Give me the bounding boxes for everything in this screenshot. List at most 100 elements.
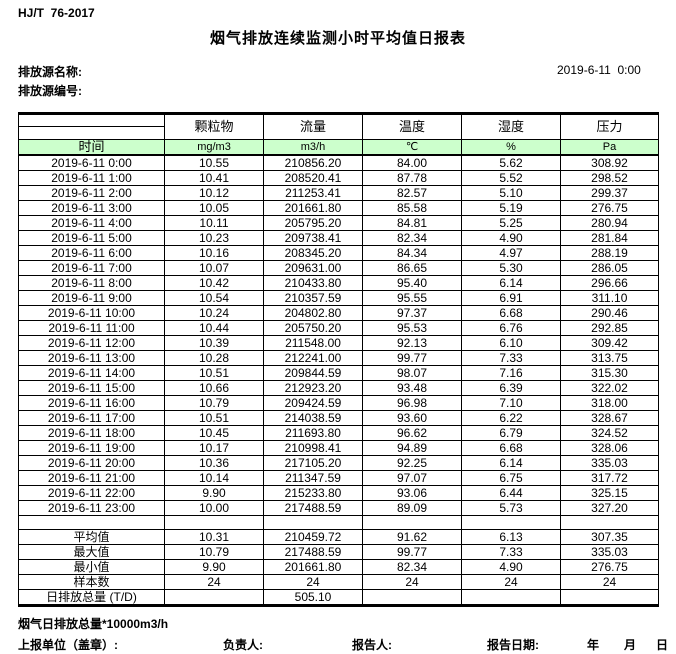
time-cell: 2019-6-11 3:00	[18, 200, 165, 216]
header-row-pollutants: 颗粒物 流量 温度 湿度 压力	[18, 112, 659, 140]
value-cell: 210459.72	[263, 529, 363, 545]
value-cell: 211347.59	[263, 470, 363, 486]
unit-cell-temperature: ℃	[362, 139, 462, 156]
value-cell: 10.79	[164, 544, 264, 560]
value-cell: 10.00	[164, 500, 264, 516]
value-cell	[362, 589, 462, 607]
summary-label-cell: 日排放总量 (T/D)	[18, 589, 165, 607]
value-cell: 10.05	[164, 200, 264, 216]
value-cell: 313.75	[560, 350, 659, 366]
summary-label-cell: 平均值	[18, 529, 165, 545]
summary-label-cell: 最大值	[18, 544, 165, 560]
value-cell: 97.37	[362, 305, 462, 321]
value-cell: 280.94	[560, 215, 659, 231]
value-cell: 89.09	[362, 500, 462, 516]
value-cell: 211548.00	[263, 335, 363, 351]
value-cell: 10.79	[164, 395, 264, 411]
value-cell: 10.11	[164, 215, 264, 231]
value-cell: 94.89	[362, 440, 462, 456]
time-cell: 2019-6-11 8:00	[18, 275, 165, 291]
time-cell: 2019-6-11 7:00	[18, 260, 165, 276]
value-cell: 7.10	[461, 395, 561, 411]
value-cell: 299.37	[560, 185, 659, 201]
table-row: 2019-6-11 6:00 10.16 208345.20 84.34 4.97 288…	[18, 245, 659, 261]
value-cell: 10.17	[164, 440, 264, 456]
value-cell	[560, 589, 659, 607]
responsible-person-label: 负责人:	[223, 638, 263, 652]
time-cell: 2019-6-11 14:00	[18, 365, 165, 381]
value-cell: 7.16	[461, 365, 561, 381]
value-cell: 5.25	[461, 215, 561, 231]
value-cell: 315.30	[560, 365, 659, 381]
source-code-label: 排放源编号:	[18, 84, 82, 98]
time-cell: 2019-6-11 6:00	[18, 245, 165, 261]
summary-label-cell: 最小值	[18, 559, 165, 575]
time-cell: 2019-6-11 20:00	[18, 455, 165, 471]
table-row: 2019-6-11 14:00 10.51 209844.59 98.07 7.16 31…	[18, 365, 659, 381]
value-cell: 325.15	[560, 485, 659, 501]
value-cell: 10.12	[164, 185, 264, 201]
table-row: 2019-6-11 20:00 10.36 217105.20 92.25 6.14 33…	[18, 455, 659, 471]
value-cell: 209738.41	[263, 230, 363, 246]
value-cell: 7.33	[461, 544, 561, 560]
column-header-particulate: 颗粒物	[164, 112, 264, 140]
value-cell: 210856.20	[263, 154, 363, 171]
value-cell: 328.06	[560, 440, 659, 456]
value-cell: 84.00	[362, 154, 462, 171]
value-cell: 311.10	[560, 290, 659, 306]
value-cell: 87.78	[362, 170, 462, 186]
data-rows: 2019-6-11 0:00 10.55 210856.20 84.00 5.62 308…	[18, 154, 659, 516]
table-row: 2019-6-11 8:00 10.42 210433.80 95.40 6.14 296…	[18, 275, 659, 291]
value-cell: 217488.59	[263, 544, 363, 560]
empty-header-cell	[18, 112, 165, 127]
spacer-cell	[560, 515, 659, 530]
value-cell: 324.52	[560, 425, 659, 441]
value-cell: 10.51	[164, 365, 264, 381]
column-header-temperature: 温度	[362, 112, 462, 140]
value-cell: 10.45	[164, 425, 264, 441]
spacer-body	[18, 515, 659, 530]
value-cell: 84.81	[362, 215, 462, 231]
table-row: 2019-6-11 4:00 10.11 205795.20 84.81 5.25 280…	[18, 215, 659, 231]
summary-row: 日排放总量 (T/D) 505.10	[18, 589, 659, 607]
value-cell: 95.55	[362, 290, 462, 306]
time-cell: 2019-6-11 22:00	[18, 485, 165, 501]
value-cell: 292.85	[560, 320, 659, 336]
value-cell: 10.44	[164, 320, 264, 336]
value-cell: 281.84	[560, 230, 659, 246]
value-cell: 210433.80	[263, 275, 363, 291]
value-cell: 10.31	[164, 529, 264, 545]
value-cell: 24	[263, 574, 363, 590]
value-cell: 5.73	[461, 500, 561, 516]
value-cell: 204802.80	[263, 305, 363, 321]
value-cell: 82.57	[362, 185, 462, 201]
value-cell: 288.19	[560, 245, 659, 261]
value-cell: 205795.20	[263, 215, 363, 231]
value-cell: 211693.80	[263, 425, 363, 441]
value-cell: 6.68	[461, 440, 561, 456]
value-cell	[164, 589, 264, 607]
table-row: 2019-6-11 5:00 10.23 209738.41 82.34 4.90 281…	[18, 230, 659, 246]
value-cell: 4.90	[461, 230, 561, 246]
value-cell: 10.42	[164, 275, 264, 291]
time-cell: 2019-6-11 5:00	[18, 230, 165, 246]
time-cell: 2019-6-11 16:00	[18, 395, 165, 411]
table-row: 2019-6-11 7:00 10.07 209631.00 86.65 5.30 286…	[18, 260, 659, 276]
value-cell: 24	[461, 574, 561, 590]
value-cell: 10.14	[164, 470, 264, 486]
summary-rows: 平均值 10.31 210459.72 91.62 6.13 307.35 最大值 10.79…	[18, 529, 659, 607]
value-cell: 209424.59	[263, 395, 363, 411]
value-cell: 6.76	[461, 320, 561, 336]
source-name-label: 排放源名称:	[18, 65, 82, 79]
value-cell: 327.20	[560, 500, 659, 516]
time-cell: 2019-6-11 18:00	[18, 425, 165, 441]
value-cell: 86.65	[362, 260, 462, 276]
table-row: 2019-6-11 11:00 10.44 205750.20 95.53 6.76 29…	[18, 320, 659, 336]
value-cell: 276.75	[560, 200, 659, 216]
time-cell: 2019-6-11 23:00	[18, 500, 165, 516]
value-cell: 10.55	[164, 154, 264, 171]
value-cell: 9.90	[164, 485, 264, 501]
value-cell: 10.07	[164, 260, 264, 276]
time-cell: 2019-6-11 13:00	[18, 350, 165, 366]
table-row: 2019-6-11 2:00 10.12 211253.41 82.57 5.10 299…	[18, 185, 659, 201]
